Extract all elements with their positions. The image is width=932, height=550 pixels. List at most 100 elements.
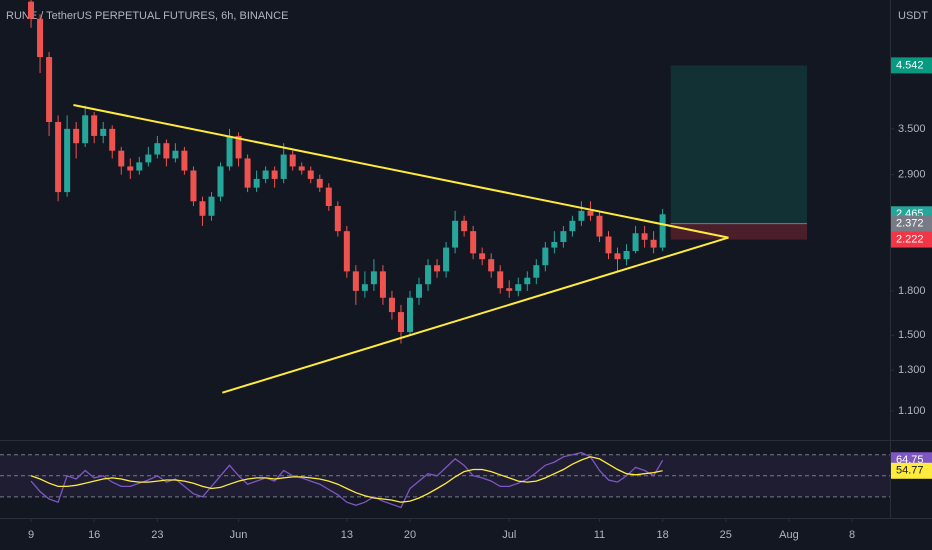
trendline bbox=[73, 104, 729, 239]
y-tick-label: 2.900 bbox=[898, 169, 926, 181]
entry-price-tag-bg bbox=[891, 215, 932, 232]
candle-body bbox=[271, 170, 278, 179]
candle-body bbox=[443, 247, 450, 272]
candle-body bbox=[361, 284, 368, 291]
x-tick-label: 9 bbox=[28, 529, 34, 541]
candle-body bbox=[82, 115, 89, 144]
candle-body bbox=[109, 128, 116, 151]
x-tick-label: 16 bbox=[88, 529, 100, 541]
y-tick-label: 1.100 bbox=[898, 405, 926, 417]
target-price-tag-bg bbox=[891, 57, 932, 74]
candle-body bbox=[659, 214, 666, 248]
x-tick-label: Jun bbox=[230, 529, 248, 541]
x-tick-label: 8 bbox=[849, 529, 855, 541]
candle-body bbox=[452, 220, 459, 248]
candle-body bbox=[334, 206, 341, 232]
x-tick-label: 23 bbox=[151, 529, 163, 541]
candle-body bbox=[154, 143, 161, 155]
candle-body bbox=[578, 210, 585, 221]
candle-body bbox=[605, 236, 612, 254]
stop-price-tag-bg bbox=[891, 231, 932, 248]
candle-body bbox=[91, 115, 98, 136]
candle-body bbox=[479, 253, 486, 260]
candle-body bbox=[623, 251, 630, 260]
candle-body bbox=[416, 284, 423, 298]
candle-body bbox=[569, 220, 576, 232]
candle-body bbox=[181, 150, 188, 171]
candle-body bbox=[73, 128, 80, 144]
candle-body bbox=[470, 231, 477, 254]
candle-body bbox=[136, 162, 143, 171]
candle-body bbox=[226, 135, 233, 167]
candle-body bbox=[488, 259, 495, 272]
candle-body bbox=[434, 265, 441, 272]
x-tick-label: 18 bbox=[657, 529, 669, 541]
candle-body bbox=[397, 312, 404, 333]
candle-body bbox=[28, 1, 35, 19]
candle-body bbox=[217, 166, 224, 197]
candle-body bbox=[280, 154, 287, 179]
rsi-ma-line bbox=[30, 456, 663, 503]
entry-price-tag: 2.372 bbox=[896, 218, 924, 230]
candle-body bbox=[172, 150, 179, 159]
candle-body bbox=[208, 196, 215, 216]
candle-body bbox=[388, 297, 395, 313]
candle-body bbox=[524, 277, 531, 285]
candle-body bbox=[515, 284, 522, 291]
candle-body bbox=[614, 253, 621, 260]
candle-body bbox=[190, 170, 197, 202]
candle-body bbox=[325, 187, 332, 207]
stop-price-tag: 2.222 bbox=[896, 233, 924, 245]
candle-body bbox=[632, 233, 639, 252]
candle-body bbox=[316, 178, 323, 188]
candle-body bbox=[506, 288, 513, 291]
position-stop-zone bbox=[670, 223, 807, 240]
y-tick-label: 1.800 bbox=[898, 285, 926, 297]
candle-body bbox=[641, 233, 648, 240]
candle-body bbox=[551, 241, 558, 248]
candle-body bbox=[560, 231, 567, 242]
candle-body bbox=[55, 122, 62, 193]
trendline bbox=[222, 236, 729, 394]
y-tick-label: 1.300 bbox=[898, 364, 926, 376]
candle-body bbox=[596, 215, 603, 237]
candle-body bbox=[64, 128, 71, 193]
candle-body bbox=[145, 154, 152, 163]
candle-body bbox=[289, 154, 296, 167]
chart-title: RUNE / TetherUS PERPETUAL FUTURES, 6h, B… bbox=[6, 10, 288, 22]
candle-body bbox=[163, 143, 170, 159]
x-tick-label: 20 bbox=[404, 529, 416, 541]
candle-body bbox=[37, 18, 44, 58]
candle-body bbox=[379, 271, 386, 298]
candle-body bbox=[497, 271, 504, 289]
candle-body bbox=[650, 239, 657, 248]
rsi-line bbox=[30, 451, 664, 509]
x-tick-label: Aug bbox=[779, 529, 799, 541]
candle-body bbox=[127, 166, 134, 171]
candle-body bbox=[406, 297, 413, 333]
candle-body bbox=[262, 170, 269, 179]
x-tick-label: Jul bbox=[502, 529, 516, 541]
candle-body bbox=[118, 150, 125, 167]
candle-body bbox=[425, 265, 432, 285]
candle-body bbox=[100, 128, 107, 136]
target-price-tag: 4.542 bbox=[896, 59, 924, 71]
rsi-ma-tag-bg bbox=[891, 462, 932, 479]
y-tick-label: 3.500 bbox=[898, 123, 926, 135]
candle-body bbox=[587, 210, 594, 216]
candle-body bbox=[298, 166, 305, 171]
y-tick-label: 1.500 bbox=[898, 329, 926, 341]
x-tick-label: 11 bbox=[594, 529, 605, 541]
candle-body bbox=[461, 220, 468, 232]
candle-body bbox=[244, 158, 251, 188]
candle-body bbox=[352, 271, 359, 291]
candle-body bbox=[46, 57, 53, 123]
position-target-zone bbox=[670, 65, 807, 224]
candle-body bbox=[343, 231, 350, 272]
rsi-ma-tag: 54.77 bbox=[896, 465, 924, 477]
candle-body bbox=[199, 201, 206, 216]
candle-body bbox=[235, 135, 242, 159]
currency-label: USDT bbox=[898, 10, 928, 22]
